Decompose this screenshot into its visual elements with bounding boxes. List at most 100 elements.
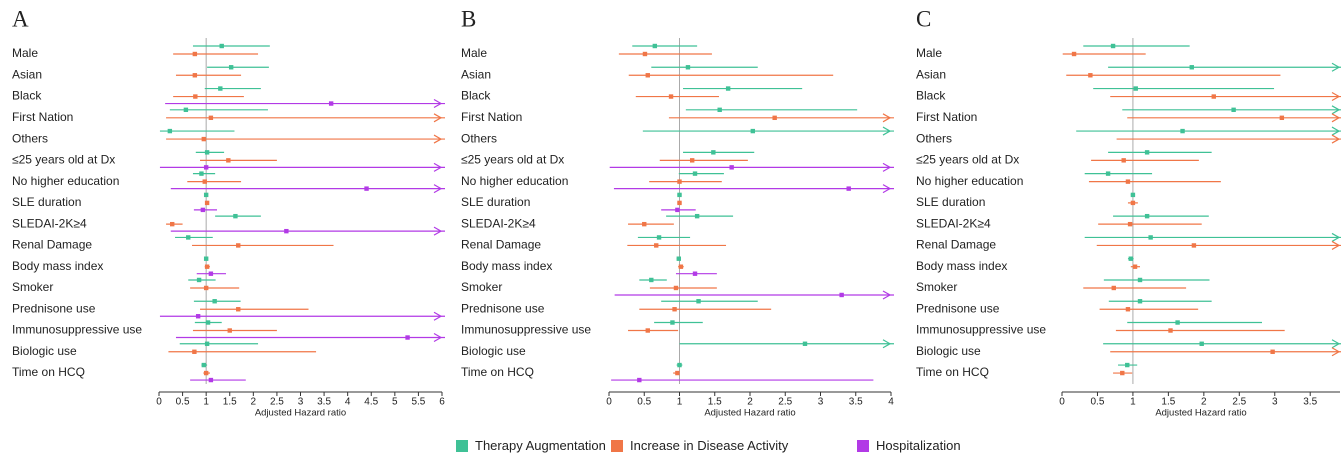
overflow-arrow <box>1331 240 1341 250</box>
point-estimate <box>1111 285 1116 291</box>
row-label: Male <box>916 46 942 60</box>
x-tick-label: 0.5 <box>637 397 651 408</box>
point-estimate <box>201 362 207 368</box>
row-label: Others <box>916 131 952 145</box>
point-estimate <box>675 207 680 213</box>
legend-swatch <box>611 440 623 452</box>
point-estimate <box>1128 256 1133 261</box>
point-estimate <box>364 186 369 191</box>
overflow-arrow <box>1331 339 1341 349</box>
point-estimate <box>1133 86 1138 91</box>
row-label: SLEDAI-2K≥4 <box>12 216 87 230</box>
x-tick-label: 3 <box>298 397 304 408</box>
x-tick-label: 2 <box>747 397 753 408</box>
legend-label: Increase in Disease Activity <box>630 438 789 453</box>
x-tick-label: 0 <box>156 397 162 408</box>
x-tick-label: 1 <box>677 397 683 408</box>
point-estimate <box>677 179 682 184</box>
point-estimate <box>649 277 654 283</box>
row-label: Male <box>12 46 38 60</box>
point-estimate <box>750 128 756 134</box>
point-estimate <box>1105 171 1111 176</box>
legend-label: Therapy Augmentation <box>475 438 606 453</box>
point-estimate <box>203 370 209 376</box>
row-label: SLE duration <box>461 195 530 209</box>
point-estimate <box>692 171 698 176</box>
point-estimate <box>1199 341 1204 346</box>
row-label: Body mass index <box>12 259 103 273</box>
overflow-arrow <box>882 126 892 136</box>
row-label: No higher education <box>916 174 1023 188</box>
overflow-arrow <box>433 332 443 343</box>
point-estimate <box>642 51 648 57</box>
panel-letter: A <box>12 6 29 31</box>
point-estimate <box>208 271 214 276</box>
point-estimate <box>1137 299 1143 304</box>
row-label: Immunosuppressive use <box>461 323 591 337</box>
point-estimate <box>203 165 209 170</box>
row-label: Asian <box>916 67 946 81</box>
x-tick-label: 4 <box>345 397 351 408</box>
point-estimate <box>1127 221 1133 227</box>
point-estimate <box>1144 213 1150 219</box>
row-label: Time on HCQ <box>12 365 85 379</box>
x-tick-label: 6 <box>439 397 445 408</box>
row-label: Black <box>461 89 491 103</box>
point-estimate <box>219 43 224 49</box>
point-estimate <box>637 377 642 383</box>
point-estimate <box>1071 51 1077 57</box>
point-estimate <box>1211 94 1216 99</box>
point-estimate <box>846 186 851 191</box>
point-estimate <box>668 94 674 99</box>
point-estimate <box>1191 243 1197 248</box>
x-tick-label: 1 <box>203 397 209 408</box>
point-estimate <box>642 221 647 227</box>
x-tick-label: 3.5 <box>849 397 863 408</box>
point-estimate <box>1279 115 1285 121</box>
point-estimate <box>203 285 209 291</box>
point-estimate <box>233 213 238 219</box>
point-estimate <box>201 136 207 142</box>
overflow-arrow <box>1331 62 1341 72</box>
point-estimate <box>654 243 659 248</box>
point-estimate <box>199 171 204 176</box>
row-label: Renal Damage <box>461 238 541 252</box>
plot-area <box>609 43 894 383</box>
point-estimate <box>200 207 206 213</box>
overflow-arrow <box>433 226 443 236</box>
x-tick-label: 3 <box>818 397 824 408</box>
x-tick-label: 5.5 <box>411 397 425 408</box>
point-estimate <box>167 128 173 134</box>
point-estimate <box>203 256 209 261</box>
point-estimate <box>1132 264 1138 269</box>
point-estimate <box>193 94 198 99</box>
legend-label: Hospitalization <box>876 438 961 453</box>
point-estimate <box>205 320 211 325</box>
row-label: Prednisone use <box>461 301 545 315</box>
point-estimate <box>208 377 214 383</box>
point-estimate <box>204 200 210 206</box>
row-label: Male <box>461 46 487 60</box>
row-label: Asian <box>461 67 491 81</box>
point-estimate <box>656 235 662 240</box>
x-tick-label: 0 <box>1059 397 1065 408</box>
x-tick-label: 4 <box>888 397 894 408</box>
point-estimate <box>645 73 650 78</box>
x-tick-label: 1 <box>1130 397 1136 408</box>
x-tick-label: 2 <box>1201 397 1207 408</box>
overflow-arrow <box>1331 126 1341 136</box>
point-estimate <box>204 341 210 346</box>
plot-area <box>159 43 445 383</box>
overflow-arrow <box>1331 232 1341 242</box>
row-label: Renal Damage <box>12 238 92 252</box>
point-estimate <box>802 341 808 346</box>
point-estimate <box>183 107 189 113</box>
plot-area <box>1062 43 1341 376</box>
point-estimate <box>729 165 734 170</box>
point-estimate <box>652 43 658 49</box>
row-label: Others <box>12 131 48 145</box>
overflow-arrow <box>1331 134 1341 144</box>
x-tick-label: 1.5 <box>1161 397 1175 408</box>
point-estimate <box>405 335 410 340</box>
